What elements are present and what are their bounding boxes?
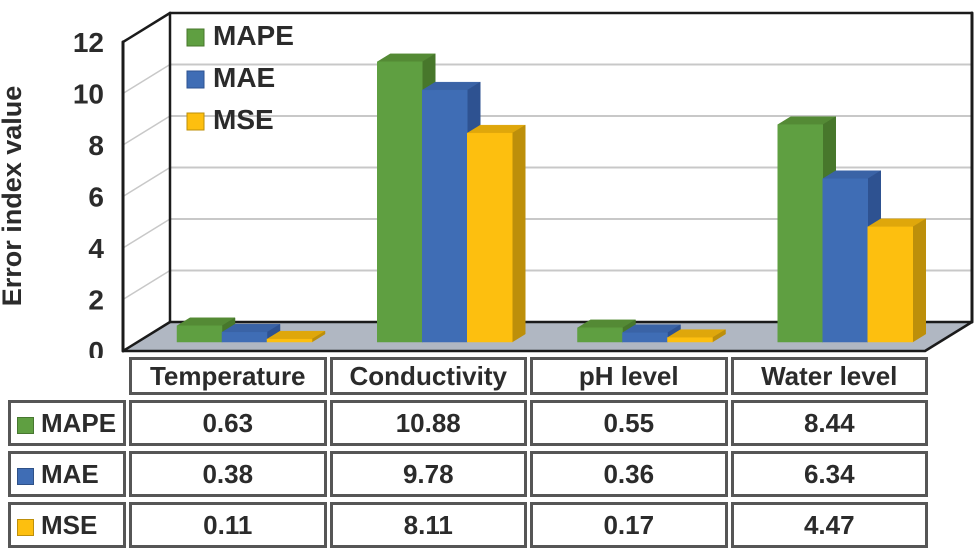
- legend-item-mape: MAPE: [186, 20, 294, 51]
- bar-mape-water-level: [777, 124, 823, 343]
- y-tick-label: 2: [88, 285, 104, 316]
- bar-mse-water-level-side: [912, 218, 926, 343]
- value-cell-mae-water-level: 6.34: [730, 451, 928, 497]
- bar-mape-ph-level: [577, 327, 623, 343]
- gridline-side: [122, 269, 171, 301]
- row-header-mse: MSE: [8, 502, 126, 548]
- column-header-conductivity: Conductivity: [329, 357, 527, 395]
- y-tick-label: 10: [73, 79, 104, 110]
- bar-group-ph-level: [576, 319, 727, 343]
- legend-key-mae-swatch: [17, 467, 34, 485]
- legend-label-mae: MAE: [213, 62, 275, 93]
- bar-mae-conductivity: [422, 89, 468, 343]
- y-tick-label: 12: [73, 27, 104, 58]
- bar-mse-conductivity-side: [512, 124, 526, 343]
- gridline-side: [122, 63, 171, 95]
- value-cell-mse-temperature: 0.11: [129, 502, 327, 548]
- bar-group-temperature: [176, 317, 326, 343]
- legend-label-mape: MAPE: [213, 20, 294, 51]
- bar-mae-water-level: [822, 178, 868, 343]
- legend-swatch-mse: [186, 112, 205, 131]
- chart-legend: MAPE MAE MSE: [186, 20, 294, 135]
- bar-mape-conductivity: [377, 61, 423, 343]
- y-tick-label: 8: [88, 130, 104, 161]
- value-cell-mse-conductivity: 8.11: [329, 502, 527, 548]
- bar-mse-conductivity: [467, 132, 513, 343]
- column-header-water-level: Water level: [730, 357, 928, 395]
- table-row-mse: MSE 0.11 8.11 0.17 4.47: [8, 502, 928, 548]
- value-cell-mape-conductivity: 10.88: [329, 400, 527, 446]
- chart-data-table: Temperature Conductivity pH level Water …: [5, 352, 931, 553]
- row-header-mape: MAPE: [8, 400, 126, 446]
- row-header-mae: MAE: [8, 451, 126, 497]
- column-header-temperature: Temperature: [129, 357, 327, 395]
- row-label-mape: MAPE: [41, 407, 117, 438]
- bar-mae-temperature: [221, 331, 268, 343]
- bar-mse-water-level: [867, 226, 913, 343]
- value-cell-mape-water-level: 8.44: [730, 400, 928, 446]
- legend-key-mse-swatch: [17, 518, 34, 536]
- table-row-mae: MAE 0.38 9.78 0.36 6.34: [8, 451, 928, 497]
- legend-swatch-mape: [186, 28, 205, 47]
- y-tick-label: 4: [88, 233, 104, 264]
- value-cell-mae-ph-level: 0.36: [530, 451, 728, 497]
- row-label-mae: MAE: [41, 458, 99, 489]
- axis-frame: [121, 11, 974, 353]
- value-cell-mape-ph-level: 0.55: [530, 400, 728, 446]
- value-cell-mape-temperature: 0.63: [129, 400, 327, 446]
- bar-mape-temperature: [176, 325, 223, 343]
- bar-mae-ph-level: [622, 332, 668, 343]
- bar-mse-ph-level: [667, 337, 713, 343]
- gridline-side: [122, 166, 171, 198]
- gridline-side: [122, 115, 171, 146]
- table-header-row: Temperature Conductivity pH level Water …: [8, 357, 928, 395]
- gridline-side: [122, 218, 171, 249]
- value-cell-mae-temperature: 0.38: [129, 451, 327, 497]
- frame-top-diagonal: [121, 11, 172, 44]
- bar-mse-temperature: [266, 338, 313, 343]
- table-corner-cell: [8, 357, 126, 395]
- y-axis-tick-labels: 0 2 4 6 8 10 12: [73, 27, 105, 358]
- column-header-ph-level: pH level: [530, 357, 728, 395]
- bar-chart-svg: 0 2 4 6 8 10 12 Error index value MAPE MAE MSE: [0, 11, 974, 358]
- bar-group-conductivity: [376, 53, 527, 343]
- legend-item-mae: MAE: [186, 62, 275, 93]
- bar-group-water-level: [776, 116, 927, 343]
- y-tick-label: 0: [88, 336, 104, 358]
- legend-swatch-mae: [186, 70, 205, 89]
- row-label-mse: MSE: [41, 509, 98, 540]
- table-row-mape: MAPE 0.63 10.88 0.55 8.44: [8, 400, 928, 446]
- legend-item-mse: MSE: [186, 104, 274, 135]
- legend-key-mape-swatch: [17, 416, 34, 434]
- value-cell-mse-water-level: 4.47: [730, 502, 928, 548]
- value-cell-mse-ph-level: 0.17: [530, 502, 728, 548]
- y-axis-title: Error index value: [0, 86, 27, 307]
- value-cell-mae-conductivity: 9.78: [329, 451, 527, 497]
- legend-label-mse: MSE: [213, 104, 274, 135]
- y-tick-label: 6: [88, 182, 104, 213]
